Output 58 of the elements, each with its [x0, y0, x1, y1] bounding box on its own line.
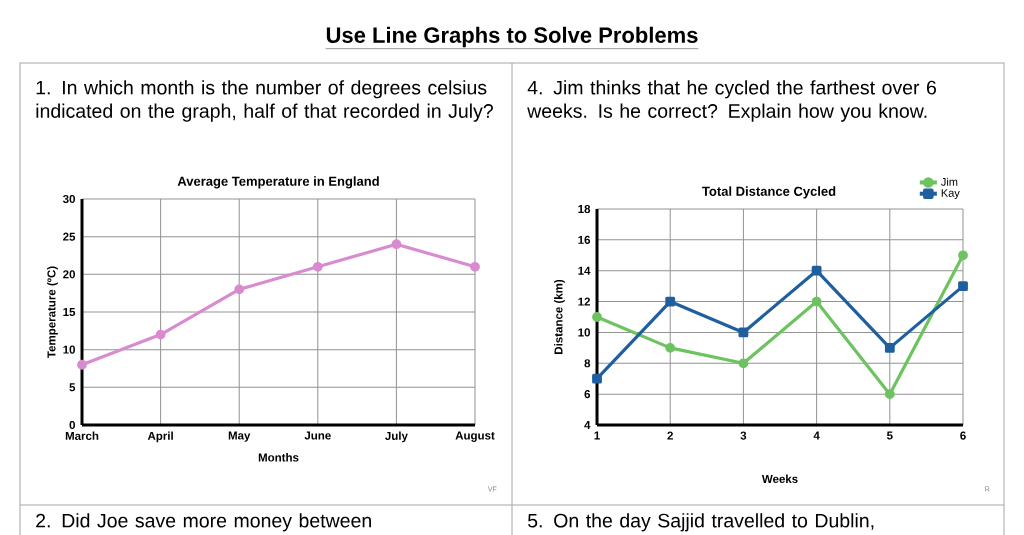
x-tick-label: June — [304, 431, 331, 440]
text: 1. In which month is the number of degrees celsius indicated on the graph, half of that recorded in July? — [36, 80, 493, 122]
point — [592, 373, 602, 384]
point — [155, 329, 166, 340]
point — [884, 342, 895, 353]
point — [391, 239, 402, 250]
x-tick-label: August — [455, 431, 495, 442]
x-tick-label: 1 — [594, 431, 600, 440]
y-tick-label: 10 — [578, 328, 591, 337]
y-tick-label: 4 — [584, 421, 591, 429]
point — [884, 389, 895, 400]
point — [665, 296, 676, 307]
text: 4. Jim thinks that he cycled the farthest over 6 weeks. Is he correct? Explain how you know. — [527, 80, 936, 122]
point — [738, 358, 749, 369]
point — [958, 250, 968, 261]
point — [470, 261, 480, 272]
y-tick-label: 8 — [584, 359, 591, 368]
x-tick-label: March — [65, 431, 99, 440]
x-tick-label: 3 — [740, 431, 747, 440]
point — [592, 312, 602, 322]
legend-label: Kay — [941, 189, 960, 200]
y-axis-title: Distance (km) — [554, 279, 565, 354]
point — [665, 342, 676, 353]
text: Use Line Graphs to Solve Problems — [326, 26, 698, 48]
x-tick-label: 4 — [813, 431, 820, 440]
text: 5. On the day Sajjid travelled to Dublin, — [527, 513, 874, 532]
x-tick-label: 6 — [960, 431, 966, 440]
y-tick-label: 15 — [63, 307, 76, 317]
y-tick-label: 16 — [578, 235, 591, 244]
text: 2. Did Joe save more money between — [36, 513, 371, 532]
y-tick-label: 20 — [63, 270, 75, 279]
x-tick-label: May — [228, 431, 251, 442]
point — [811, 296, 822, 307]
point — [958, 281, 968, 292]
chart-title: Average Temperature in England — [177, 176, 379, 189]
y-tick-label: 25 — [63, 232, 76, 241]
y-tick-label: 6 — [584, 390, 591, 399]
x-tick-label: July — [385, 431, 408, 443]
y-tick-label: 18 — [578, 204, 591, 214]
point — [234, 284, 245, 295]
y-tick-label: 0 — [69, 420, 75, 430]
point — [312, 261, 323, 272]
chart-title: Total Distance Cycled — [702, 186, 836, 199]
point — [738, 327, 749, 338]
point — [811, 265, 822, 276]
point — [77, 359, 87, 370]
y-tick-label: 5 — [69, 383, 76, 392]
y-axis-title: Temperature (ºC) — [47, 266, 58, 358]
y-tick-label: 12 — [578, 297, 591, 306]
x-tick-label: April — [147, 431, 173, 443]
x-tick-label: 2 — [667, 431, 673, 440]
y-tick-label: 30 — [62, 194, 75, 204]
legend-label: Jim — [941, 177, 958, 186]
x-axis-title: Months — [258, 453, 299, 462]
y-tick-label: 14 — [578, 266, 591, 275]
y-tick-label: 10 — [63, 345, 75, 354]
x-axis-title: Weeks — [761, 474, 798, 483]
x-tick-label: 5 — [886, 431, 893, 440]
